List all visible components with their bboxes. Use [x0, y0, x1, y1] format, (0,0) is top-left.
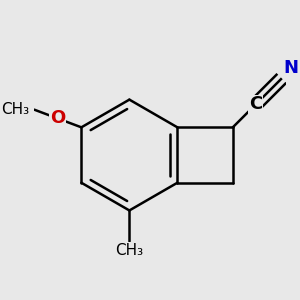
Text: O: O	[50, 110, 65, 128]
Text: CH₃: CH₃	[1, 102, 29, 117]
Text: N: N	[284, 59, 298, 77]
Text: CH₃: CH₃	[115, 243, 143, 258]
Text: C: C	[249, 95, 262, 113]
